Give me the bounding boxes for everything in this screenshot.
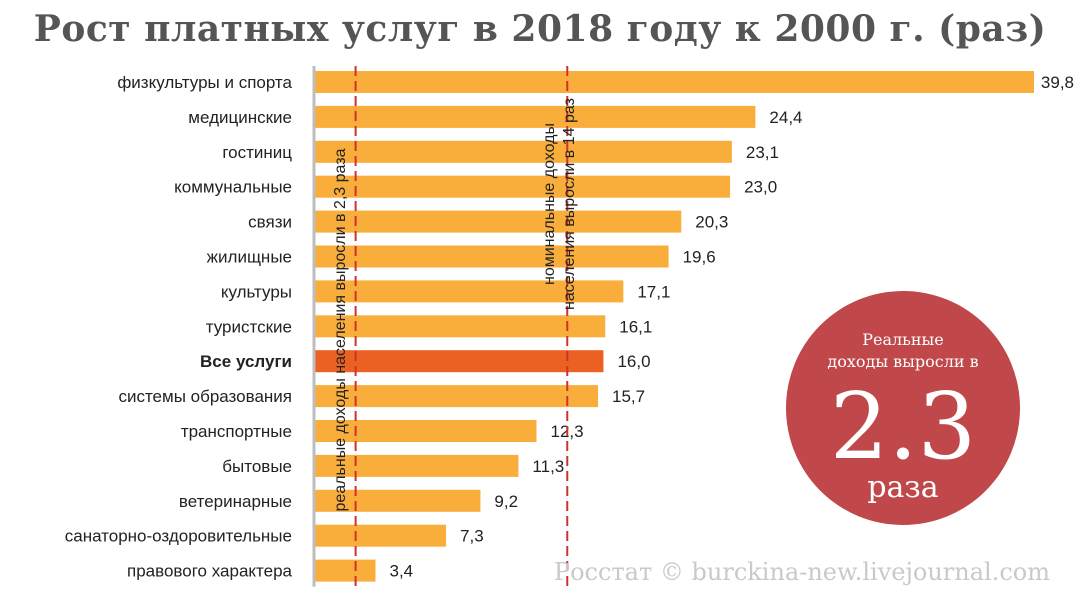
value-label: 7,3 xyxy=(460,527,484,546)
value-label: 20,3 xyxy=(695,213,728,232)
category-label: транспортные xyxy=(181,422,292,441)
bar xyxy=(314,175,731,198)
income-badge: Реальные доходы выросли в 2.3 раза xyxy=(786,291,1020,525)
badge-caption-line1: Реальные xyxy=(862,330,944,349)
badge-caption-line2: доходы выросли в xyxy=(827,352,978,371)
chart-title: Рост платных услуг в 2018 году к 2000 г.… xyxy=(33,8,1047,50)
bar xyxy=(314,420,537,442)
bar xyxy=(314,210,682,233)
category-label: Все услуги xyxy=(200,352,292,371)
bar xyxy=(314,280,624,303)
bar xyxy=(314,559,376,582)
bar xyxy=(314,105,756,128)
badge-unit: раза xyxy=(867,470,938,505)
value-label: 39,8 xyxy=(1041,73,1074,92)
category-label: ветеринарные xyxy=(179,492,292,511)
svg-text:реальные доходы населения выро: реальные доходы населения выросли в 2,3 … xyxy=(332,148,349,511)
bars-layer: физкультуры и спорта 39,8 медицинские 24,4 г… xyxy=(65,71,1074,582)
bar xyxy=(314,350,604,373)
bar xyxy=(314,315,606,338)
reference-line-label: реальные доходы населения выросли в 2,3 … xyxy=(332,148,349,511)
bar xyxy=(314,385,599,408)
category-label: физкультуры и спорта xyxy=(117,73,292,92)
badge-circle xyxy=(786,291,1020,525)
value-label: 16,0 xyxy=(617,352,650,371)
category-label: туристские xyxy=(206,317,292,336)
value-label: 11,3 xyxy=(532,457,564,476)
category-label: системы образования xyxy=(118,387,292,406)
bar xyxy=(314,454,519,477)
bar xyxy=(314,245,669,268)
value-label: 24,4 xyxy=(769,108,802,127)
value-label: 19,6 xyxy=(683,248,716,267)
value-label: 3,4 xyxy=(390,562,414,581)
bar xyxy=(314,524,447,547)
category-label: правового характера xyxy=(127,562,293,581)
bar xyxy=(314,71,1034,93)
category-label: медицинские xyxy=(188,108,292,127)
category-label: культуры xyxy=(221,282,292,301)
category-label: бытовые xyxy=(222,457,292,476)
value-label: 23,0 xyxy=(744,178,777,197)
value-label: 17,1 xyxy=(637,282,670,301)
value-label: 9,2 xyxy=(494,492,518,511)
value-label: 23,1 xyxy=(746,143,779,162)
category-label: жилищные xyxy=(207,248,292,267)
source-credit: Росстат © burckina-new.livejournal.com xyxy=(554,558,1050,586)
bar xyxy=(314,140,732,163)
reference-line-label: номинальные доходы населения выросли в 14… xyxy=(541,98,578,310)
value-label: 15,7 xyxy=(612,387,645,406)
category-label: санаторно-оздоровительные xyxy=(65,527,292,546)
category-label: коммунальные xyxy=(174,178,292,197)
reference-lines-layer: реальные доходы населения выросли в 2,3 … xyxy=(332,66,578,587)
category-label: связи xyxy=(248,213,292,232)
badge-value: 2.3 xyxy=(830,373,976,480)
value-label: 16,1 xyxy=(619,317,652,336)
category-label: гостиниц xyxy=(222,143,292,162)
